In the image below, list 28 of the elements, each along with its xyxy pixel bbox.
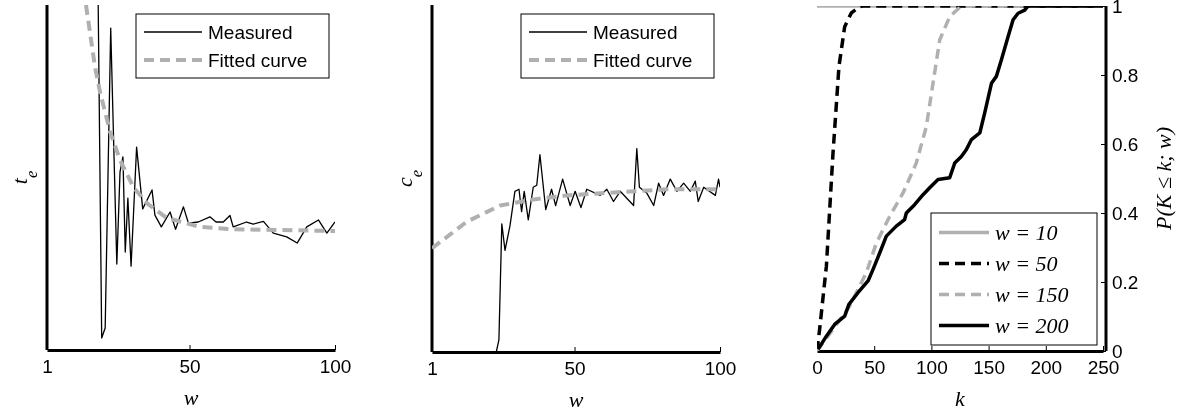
x-tick-label: 1 [427, 358, 438, 380]
legend-label: w = 200 [995, 313, 1069, 339]
y2-tick-label: 0.6 [1112, 133, 1139, 155]
x-tick-label: 150 [973, 357, 1005, 379]
x-tick-label: 100 [704, 358, 737, 380]
legend-label: w = 50 [995, 251, 1058, 277]
x-tick-label: 50 [564, 358, 586, 380]
x-tick-label: 100 [319, 356, 352, 378]
x-tick-label: 100 [916, 357, 948, 379]
legend-label: Fitted curve [208, 49, 308, 71]
x-axis-title: w [183, 385, 199, 410]
x-axis-title: w [568, 387, 584, 411]
legend-label: Measured [208, 21, 293, 43]
y2-tick-label: 0.4 [1112, 202, 1139, 224]
x-tick-label: 0 [812, 357, 823, 379]
y2-tick-label: 0.8 [1112, 64, 1139, 86]
legend-label: w = 150 [995, 282, 1069, 308]
x-tick-label: 1 [42, 356, 53, 378]
y2-tick-label: 0.2 [1112, 271, 1139, 293]
x-tick-label: 50 [179, 356, 201, 378]
y2-axis-title: P(K ≤ k; w) [1151, 126, 1176, 232]
x-axis-title: k [955, 386, 967, 411]
x-tick-label: 200 [1030, 357, 1063, 379]
x-tick-label: 50 [864, 357, 886, 379]
y2-tick-label: 1 [1112, 0, 1123, 17]
legend-label: Measured [593, 21, 678, 43]
legend-label: Fitted curve [593, 49, 693, 71]
legend-label: w = 10 [995, 220, 1058, 246]
